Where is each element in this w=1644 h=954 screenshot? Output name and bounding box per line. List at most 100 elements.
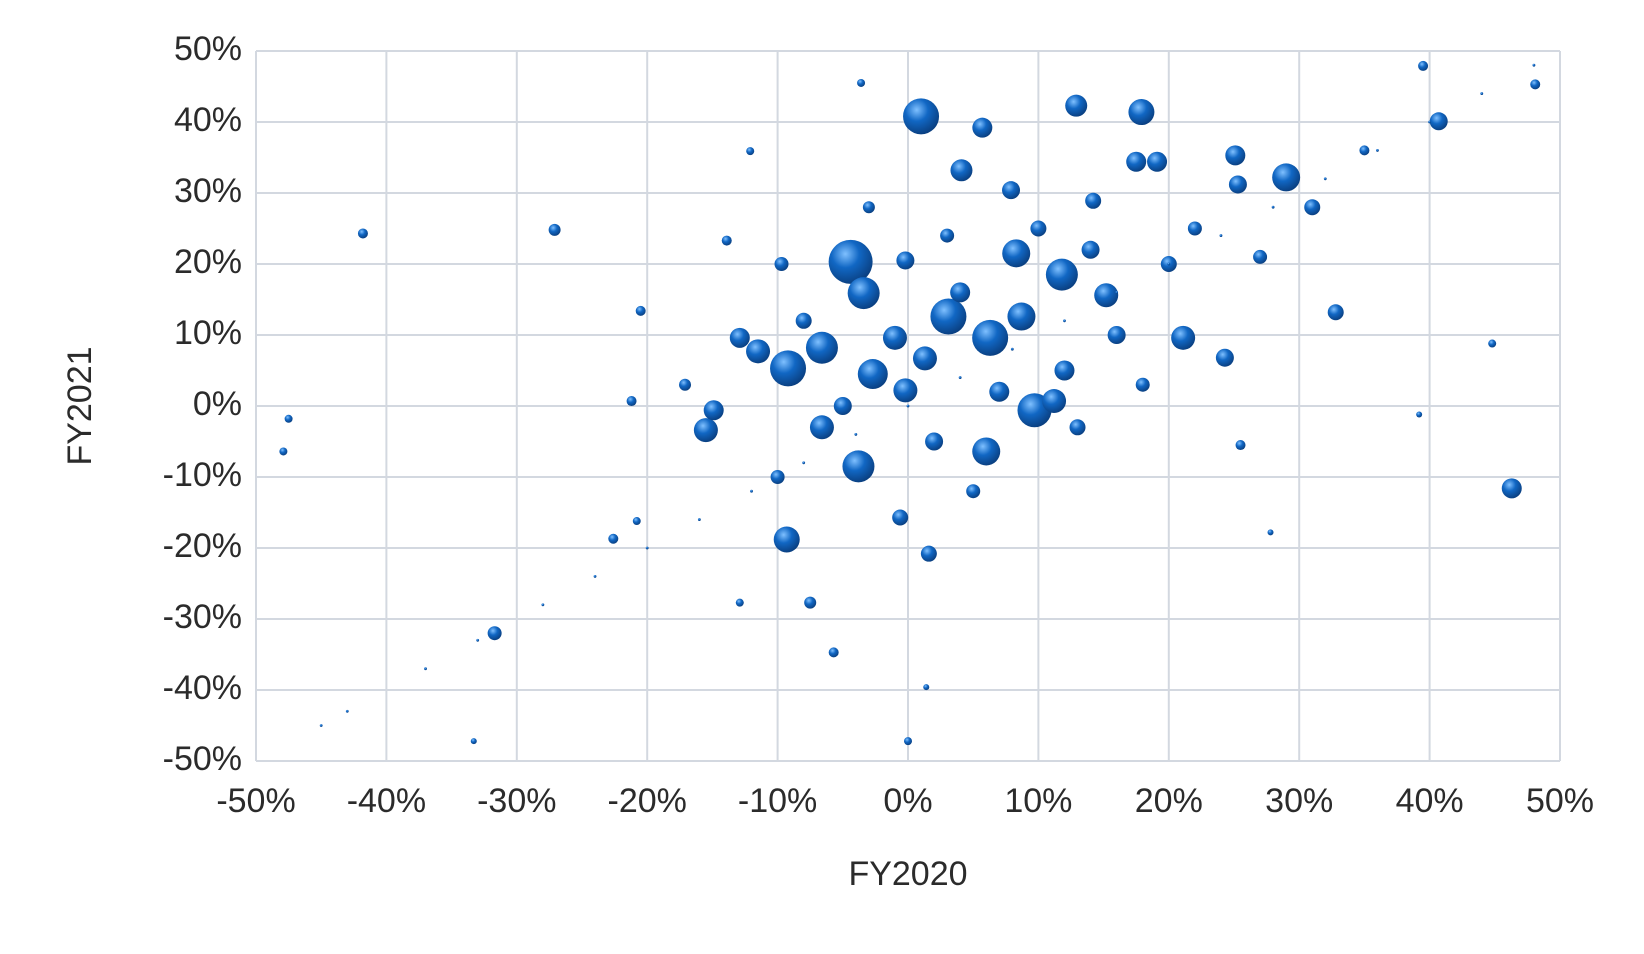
- points: [279, 60, 1541, 746]
- bubble: [357, 228, 368, 239]
- bubble: [1128, 99, 1155, 126]
- bubble: [1002, 239, 1031, 268]
- bubble: [1069, 419, 1086, 436]
- bubble: [972, 319, 1009, 356]
- bubble: [635, 305, 646, 316]
- grid: [255, 50, 1561, 762]
- bubble: [1126, 151, 1147, 172]
- bubble: [1135, 377, 1150, 392]
- bubble: [645, 546, 649, 550]
- bubble: [1267, 529, 1274, 536]
- y-tick-label: -20%: [163, 527, 242, 565]
- bubble: [1429, 112, 1448, 131]
- x-tick-label: 40%: [1396, 782, 1464, 820]
- bubble: [904, 737, 912, 746]
- bubble: [989, 381, 1010, 402]
- bubble: [626, 396, 637, 407]
- x-axis-title: FY2020: [848, 855, 967, 893]
- bubble: [972, 437, 1001, 466]
- bubble: [930, 298, 967, 335]
- bubble: [828, 647, 839, 658]
- x-tick-label: -50%: [216, 782, 295, 820]
- bubble: [541, 603, 545, 607]
- x-tick-label: 10%: [1004, 782, 1072, 820]
- y-tick-label: -50%: [163, 740, 242, 778]
- bubble: [912, 346, 937, 371]
- bubble: [903, 98, 940, 135]
- bubble: [693, 418, 718, 443]
- bubble: [1187, 221, 1202, 236]
- bubble: [833, 397, 852, 415]
- bubble: [842, 450, 875, 483]
- bubble: [548, 223, 561, 236]
- bubble: [809, 415, 834, 440]
- y-tick-label: 50%: [174, 30, 242, 68]
- bubble: [1228, 175, 1247, 194]
- bubble: [950, 159, 973, 182]
- bubble: [1488, 339, 1497, 348]
- x-tick-label: -30%: [477, 782, 556, 820]
- bubble: [1532, 63, 1536, 67]
- bubble: [487, 626, 502, 641]
- bubble: [892, 509, 909, 526]
- bubble: [1235, 440, 1246, 451]
- bubble: [593, 574, 597, 578]
- bubble: [828, 239, 873, 284]
- bubble: [774, 257, 789, 271]
- bubble: [424, 667, 427, 671]
- bubble: [770, 350, 807, 387]
- bubble: [1501, 478, 1522, 499]
- bubble: [854, 432, 858, 436]
- bubble: [1002, 181, 1021, 200]
- bubble: [802, 461, 806, 465]
- bubble: [703, 400, 724, 421]
- bubble: [896, 251, 915, 270]
- bubble: [795, 312, 812, 329]
- y-tick-label: 10%: [174, 314, 242, 352]
- bubble: [746, 339, 771, 364]
- bubble: [1054, 360, 1075, 381]
- bubble: [920, 545, 937, 562]
- bubble: [950, 282, 971, 303]
- bubble: [1480, 92, 1484, 96]
- x-tick-label: 30%: [1265, 782, 1333, 820]
- bubble: [1115, 290, 1119, 294]
- bubble: [721, 235, 732, 246]
- bubble: [729, 327, 750, 348]
- bubble: [1376, 148, 1379, 152]
- bubble: [1304, 199, 1321, 216]
- y-tick-label: 20%: [174, 243, 242, 281]
- bubble: [1225, 145, 1246, 166]
- bubble: [1416, 411, 1423, 418]
- bubble: [1327, 304, 1344, 321]
- x-tick-label: -20%: [608, 782, 687, 820]
- bubble: [1010, 347, 1014, 351]
- bubble: [770, 470, 785, 484]
- bubble: [750, 489, 753, 493]
- bubble: [1272, 163, 1301, 192]
- bubble: [476, 638, 480, 642]
- bubble: [972, 117, 993, 138]
- bubble: [1323, 177, 1327, 181]
- bubble: [1081, 240, 1100, 259]
- bubble: [1530, 79, 1541, 90]
- y-tick-label: -40%: [163, 669, 242, 707]
- bubble: [1065, 94, 1088, 117]
- bubble: [1030, 220, 1047, 237]
- bubble: [608, 533, 619, 544]
- bubble: [1042, 389, 1067, 414]
- bubble: [679, 378, 692, 391]
- bubble: [632, 517, 641, 526]
- bubble: [857, 78, 866, 87]
- bubble: [1045, 258, 1078, 291]
- bubble: [1063, 319, 1066, 323]
- bubble: [958, 376, 962, 380]
- y-tick-label: -10%: [163, 456, 242, 494]
- bubble: [893, 378, 918, 403]
- bubble: [746, 147, 755, 156]
- y-tick-label: 40%: [174, 101, 242, 139]
- bubble: [804, 596, 817, 609]
- y-axis-title: FY2021: [61, 346, 99, 465]
- bubble: [319, 724, 323, 727]
- bubble: [925, 432, 944, 451]
